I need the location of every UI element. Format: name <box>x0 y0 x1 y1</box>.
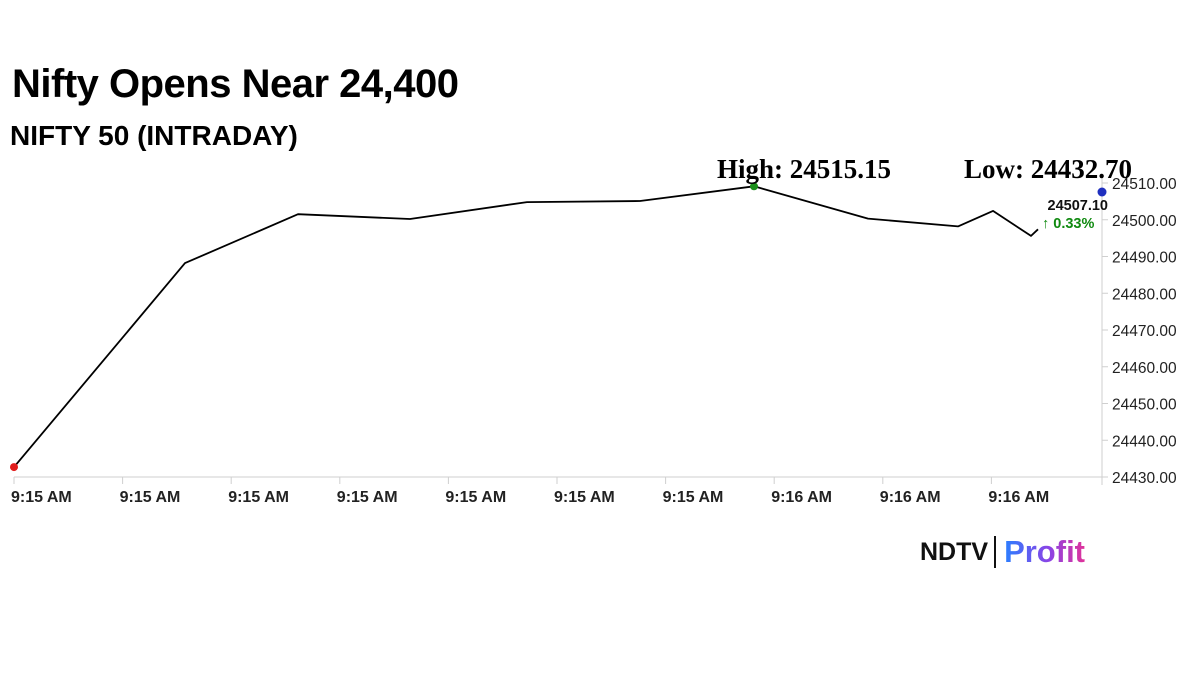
x-tick-label: 9:15 AM <box>337 489 398 506</box>
x-tick-label: 9:16 AM <box>988 489 1049 506</box>
y-tick-label: 24440.00 <box>1112 433 1177 450</box>
x-tick-label: 9:15 AM <box>120 489 181 506</box>
y-tick-label: 24510.00 <box>1112 176 1177 193</box>
y-axis: 24430.00 24440.00 24450.00 24460.00 24470.00… <box>1101 175 1177 487</box>
low-label: Low: 24432.70 <box>964 154 1132 184</box>
x-tick-label: 9:15 AM <box>663 489 724 506</box>
x-tick-label: 9:15 AM <box>228 489 289 506</box>
chart-subtitle: NIFTY 50 (INTRADAY) <box>10 120 298 151</box>
last-value-label: 24507.10 <box>1048 198 1108 214</box>
logo-divider <box>994 536 997 568</box>
y-tick-label: 24470.00 <box>1112 323 1177 340</box>
x-tick-label: 9:15 AM <box>554 489 615 506</box>
y-tick-label: 24480.00 <box>1112 286 1177 303</box>
change-percent-label: ↑ 0.33% <box>1042 216 1094 232</box>
profit-logo-text: Profit <box>1004 534 1085 569</box>
high-label: High: 24515.15 <box>717 154 892 184</box>
x-axis: 9:15 AM 9:15 AM 9:15 AM 9:15 AM 9:15 AM 9:15 … <box>11 476 1102 506</box>
x-tick-label: 9:16 AM <box>771 489 832 506</box>
chart-title: Nifty Opens Near 24,400 <box>12 62 459 106</box>
ndtv-profit-logo: NDTV Profit <box>920 534 1085 570</box>
ndtv-logo-text: NDTV <box>920 537 989 566</box>
start-point-marker <box>10 463 18 472</box>
y-tick-label: 24490.00 <box>1112 250 1177 267</box>
y-tick-label: 24460.00 <box>1112 360 1177 377</box>
price-line <box>13 185 1039 468</box>
x-tick-label: 9:16 AM <box>880 489 941 506</box>
last-price-marker <box>1097 187 1107 197</box>
x-tick-label: 9:15 AM <box>445 489 506 506</box>
y-tick-label: 24450.00 <box>1112 397 1177 414</box>
chart-markers <box>10 182 1107 472</box>
high-point-marker <box>750 182 758 191</box>
y-tick-label: 24500.00 <box>1112 213 1177 230</box>
y-tick-label: 24430.00 <box>1112 470 1177 487</box>
x-tick-label: 9:15 AM <box>11 489 72 506</box>
